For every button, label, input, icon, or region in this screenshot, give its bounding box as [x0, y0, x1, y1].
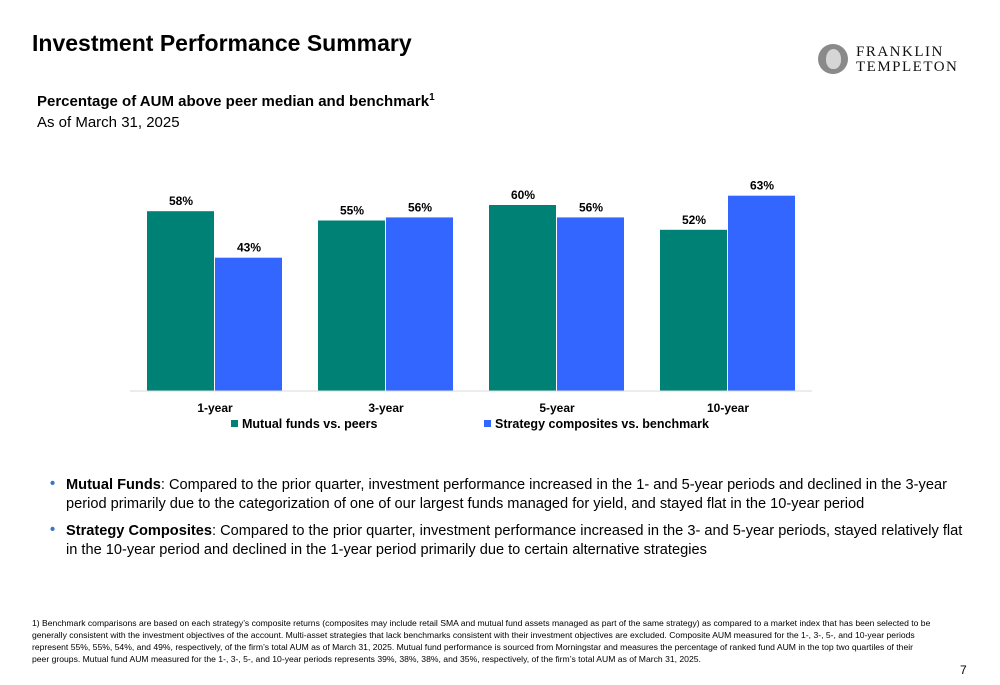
x-tick-label: 3-year — [368, 401, 404, 415]
data-label: 58% — [169, 194, 193, 208]
page-title: Investment Performance Summary — [32, 30, 412, 56]
bullet-text: : Compared to the prior quarter, investm… — [66, 523, 963, 558]
bar-5-year-series-1 — [489, 205, 556, 391]
legend: Mutual funds vs. peers Strategy composite… — [231, 417, 709, 431]
x-tick-label: 10-year — [707, 401, 749, 415]
chart-subtitle: Percentage of AUM above peer median and … — [37, 92, 435, 110]
bullet-dot-icon: • — [50, 522, 56, 538]
bullet-mutual-funds: • Mutual Funds: Compared to the prior qu… — [50, 476, 970, 514]
bullet-dot-icon: • — [50, 476, 56, 492]
data-label: 55% — [340, 204, 364, 218]
as-of-date: As of March 31, 2025 — [37, 114, 180, 131]
data-label: 63% — [750, 179, 774, 193]
bullet-text: : Compared to the prior quarter, investm… — [66, 477, 947, 512]
x-tick-label: 5-year — [539, 401, 575, 415]
labels-layer: 58% 43% 1-year 55% 56% 3-year 60% 56% 5-year 52% 6… — [169, 179, 774, 415]
bar-10-year-series-1 — [660, 229, 727, 391]
data-label: 43% — [237, 241, 261, 255]
franklin-portrait-icon — [818, 44, 848, 74]
bar-3-year-series-2 — [386, 217, 453, 391]
data-label: 52% — [682, 213, 706, 227]
bar-3-year-series-1 — [318, 220, 385, 391]
bar-1-year-series-1 — [147, 211, 214, 391]
bullet-heading: Strategy Composites — [66, 523, 212, 539]
bar-5-year-series-2 — [557, 217, 624, 391]
footnote-marker: 1 — [429, 92, 435, 103]
legend-label: Strategy composites vs. benchmark — [495, 417, 709, 431]
data-label: 56% — [579, 200, 603, 214]
bars-layer — [147, 195, 795, 391]
logo-text-line2: TEMPLETON — [856, 59, 959, 75]
legend-swatch — [484, 420, 491, 427]
page-number: 7 — [960, 663, 967, 677]
bar-10-year-series-2 — [728, 195, 795, 391]
legend-label: Mutual funds vs. peers — [242, 417, 377, 431]
chart-subtitle-text: Percentage of AUM above peer median and … — [37, 93, 430, 110]
data-label: 56% — [408, 200, 432, 214]
bar-chart: 58% 43% 1-year 55% 56% 3-year 60% 56% 5-year 52% 6… — [130, 179, 812, 431]
logo-text-line1: FRANKLIN — [856, 44, 944, 60]
data-label: 60% — [511, 188, 535, 202]
franklin-templeton-logo: FRANKLIN TEMPLETON — [818, 44, 978, 78]
x-tick-label: 1-year — [197, 401, 233, 415]
footnote: 1) Benchmark comparisons are based on ea… — [32, 618, 931, 664]
legend-swatch — [231, 420, 238, 427]
bullet-strategy-composites: • Strategy Composites: Compared to the p… — [50, 522, 970, 560]
bullet-heading: Mutual Funds — [66, 477, 161, 493]
commentary-bullets: • Mutual Funds: Compared to the prior qu… — [50, 476, 970, 568]
bar-1-year-series-2 — [215, 257, 282, 391]
